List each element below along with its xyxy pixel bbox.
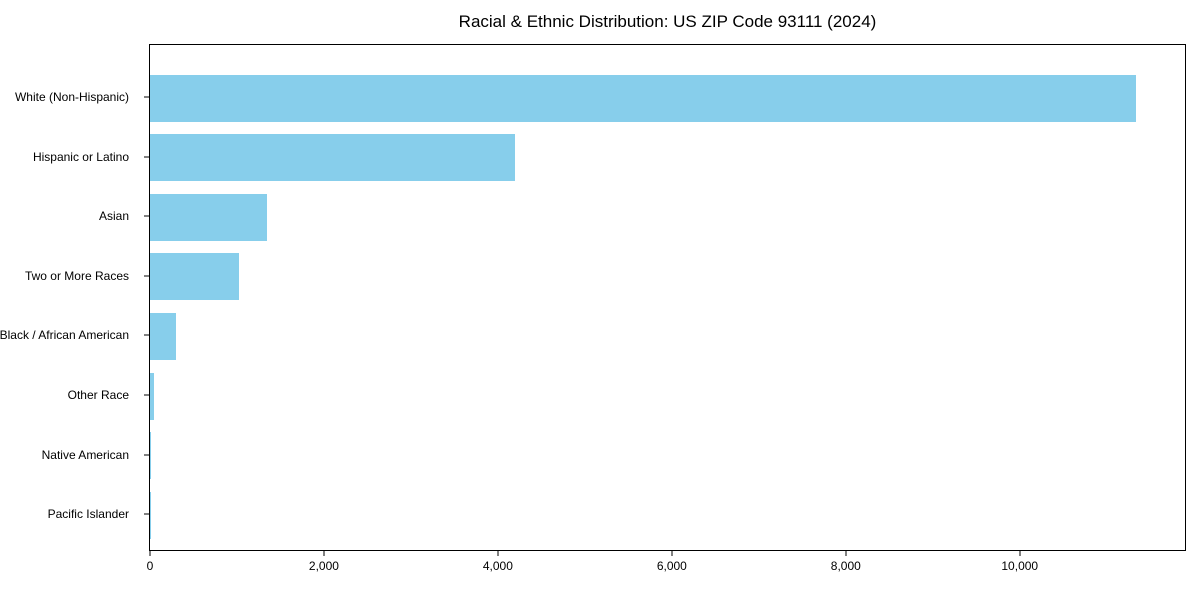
y-axis-ticks [144, 44, 149, 551]
y-tick-mark [144, 454, 149, 456]
bar-asian [150, 193, 268, 241]
y-axis-labels: White (Non-Hispanic) Hispanic or Latino As… [0, 44, 141, 551]
y-tick-label: Native American [41, 447, 129, 462]
bar-other-race [150, 372, 155, 420]
x-tick-mark [497, 551, 499, 556]
y-tick-mark [144, 394, 149, 396]
bar-native-american [150, 432, 152, 480]
y-tick-label: Hispanic or Latino [32, 149, 129, 164]
x-tick-label: 6,000 [656, 559, 687, 573]
x-tick-mark [323, 551, 325, 556]
bar-white-non-hispanic [150, 74, 1137, 122]
y-tick-label: Black / African American [0, 328, 129, 343]
x-tick-label: 4,000 [482, 559, 513, 573]
bar-black-african-american [150, 312, 177, 360]
x-tick-label: 2,000 [308, 559, 339, 573]
bar-hispanic-or-latino [150, 134, 516, 182]
y-tick-mark [144, 96, 149, 98]
y-tick-label: Asian [98, 209, 129, 224]
y-tick-label: Other Race [67, 388, 129, 402]
y-tick-label: Pacific Islander [47, 507, 129, 522]
y-tick-mark [144, 215, 149, 217]
chart-title: Racial & Ethnic Distribution: US ZIP Cod… [458, 12, 877, 31]
x-tick-mark [671, 551, 673, 556]
x-tick-mark [845, 551, 847, 556]
x-tick-label: 10,000 [1001, 559, 1039, 573]
x-tick-label: 0 [146, 559, 154, 573]
x-tick-mark [1019, 551, 1021, 556]
x-tick-mark [149, 551, 151, 556]
y-tick-label: White (Non-Hispanic) [14, 90, 129, 104]
plot-area [149, 44, 1186, 551]
y-tick-mark [144, 275, 149, 277]
y-tick-label: Two or More Races [24, 268, 129, 283]
x-tick-label: 8,000 [830, 559, 861, 573]
y-tick-mark [144, 156, 149, 158]
x-axis: 0 2,000 4,000 6,000 8,000 10,000 [146, 551, 1186, 591]
y-tick-mark [144, 334, 149, 336]
bar-two-or-more-races [150, 253, 239, 301]
y-tick-mark [144, 513, 149, 515]
